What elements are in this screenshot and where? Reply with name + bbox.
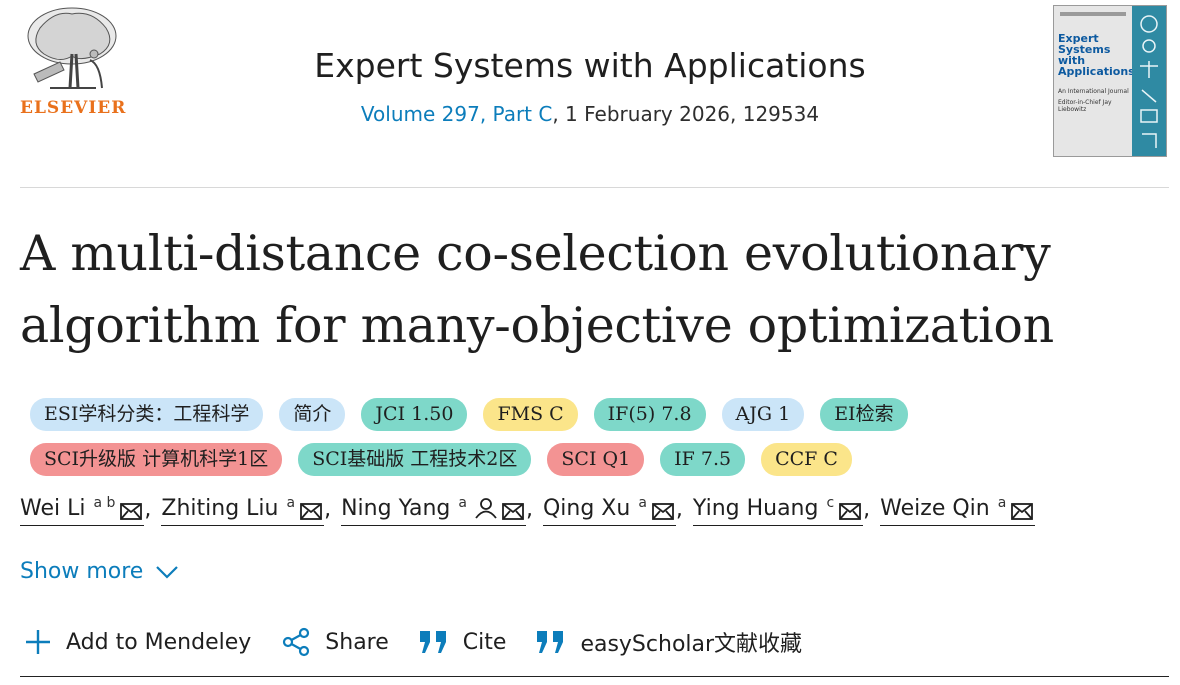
author-affiliation: a [458,495,467,511]
show-more-button[interactable]: Show more [20,559,179,584]
add-to-mendeley-button[interactable]: Add to Mendeley [24,628,251,656]
envelope-icon [839,501,862,520]
cover-illustration-strip [1132,6,1166,156]
envelope-icon [1011,501,1034,520]
article-actions: Add to Mendeley Share Cite easyScholar文献… [24,626,832,658]
author-separator: , [525,497,533,522]
metric-badge[interactable]: 简介 [279,398,346,431]
metric-badge[interactable]: SCI基础版 工程技术2区 [298,443,532,476]
author-affiliation: a [638,495,647,511]
cover-editor: Editor-in-Chief Jay Liebowitz [1058,99,1112,113]
author-separator: , [144,497,152,522]
author-affiliation: a [997,495,1007,511]
metric-badge[interactable]: ESI学科分类：工程科学 [30,398,264,431]
author-affiliation: a [286,495,296,511]
author-separator: , [675,497,683,522]
header-divider [20,187,1169,188]
metric-badges-row-2: SCI升级版 计算机科学1区 SCI基础版 工程技术2区 SCI Q1 IF 7.5 C… [30,443,852,476]
article-title: A multi-distance co-selection evolutiona… [20,225,1054,354]
elsevier-tree-logo[interactable] [20,4,124,120]
add-to-mendeley-label: Add to Mendeley [66,629,252,655]
author-name: Wei Li [20,496,86,521]
quote-icon [537,631,564,653]
actions-divider [20,676,1169,677]
author-name: Zhiting Liu [161,496,279,521]
easyscholar-label: easyScholar文献收藏 [580,632,803,657]
author-separator: , [324,497,332,522]
quote-icon [419,631,446,653]
metric-badge[interactable]: EI检索 [820,398,908,431]
envelope-icon [502,501,524,520]
author-link[interactable]: Ning Yang a [341,495,526,526]
author-name: Qing Xu [542,496,631,521]
cover-subtitle: An International Journal Editor-in-Chief… [1058,88,1132,113]
metric-badge[interactable]: AJG 1 [721,398,805,431]
metric-badge[interactable]: JCI 1.50 [361,398,468,431]
easyscholar-save-button[interactable]: easyScholar文献收藏 [536,626,802,658]
share-button[interactable]: Share [281,627,389,657]
metric-badge[interactable]: IF(5) 7.8 [593,398,706,431]
metric-badges-row-1: ESI学科分类：工程科学 简介 JCI 1.50 FMS C IF(5) 7.8 AJG … [30,398,908,431]
author-affiliation: a b [93,495,116,511]
journal-cover-thumbnail[interactable]: Expert Systems with Applications An Inte… [1053,5,1167,157]
author-link[interactable]: Zhiting Liu a [161,495,325,526]
envelope-icon [120,501,143,520]
author-separator: , [863,497,871,522]
cover-background [1054,6,1134,156]
cover-subtitle-text: An International Journal [1058,88,1129,95]
issue-date-article-number: , 1 February 2026, 129534 [552,102,820,126]
metric-badge[interactable]: SCI升级版 计算机科学1区 [30,443,283,476]
author-link[interactable]: Weize Qin a [880,495,1036,526]
author-affiliation: c [826,495,835,511]
cite-button[interactable]: Cite [419,629,507,655]
cover-title: Expert Systems with Applications [1058,32,1135,78]
metric-badge[interactable]: SCI Q1 [547,443,645,476]
author-link[interactable]: Wei Li a b [20,495,145,526]
metric-badge[interactable]: FMS C [483,398,578,431]
envelope-icon [300,501,322,520]
journal-title[interactable]: Expert Systems with Applications [314,46,866,85]
chevron-down-icon [156,565,179,579]
share-label: Share [325,629,389,655]
author-link[interactable]: Ying Huang c [692,495,864,526]
publisher-name: ELSEVIER [20,98,127,118]
envelope-icon [652,501,674,520]
metric-badge[interactable]: IF 7.5 [660,443,746,476]
corresponding-author-icon [475,497,497,519]
issue-info: Volume 297, Part C, 1 February 2026, 129… [220,102,960,126]
cite-label: Cite [462,629,507,655]
issue-link[interactable]: Volume 297, Part C [360,102,553,126]
cover-header-bar [1060,12,1126,16]
author-name: Weize Qin [880,496,990,521]
author-name: Ying Huang [692,496,819,521]
plus-icon [26,630,50,654]
author-name: Ning Yang [341,496,451,521]
metric-badge[interactable]: CCF C [761,443,852,476]
share-icon [283,627,310,657]
author-link[interactable]: Qing Xu a [542,495,676,526]
show-more-label: Show more [20,559,144,584]
author-list: Wei Li a b, Zhiting Liu a, Ning Yang a, Qing X… [20,486,1036,526]
